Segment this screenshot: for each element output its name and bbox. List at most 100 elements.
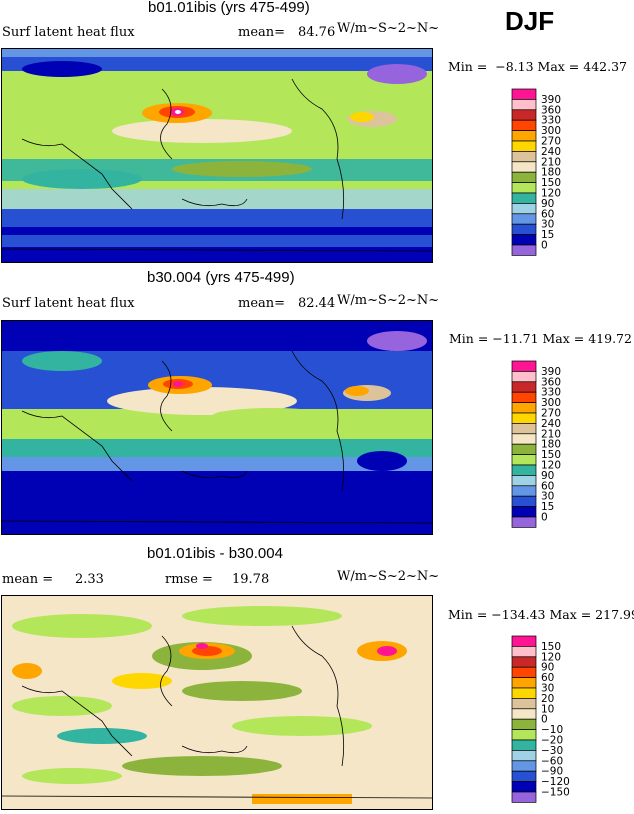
panel-3-rmse-label: rmse =: [165, 572, 213, 587]
panel-2-title: b30.004 (yrs 475-499): [147, 269, 295, 286]
colorbar-tick-label: 240: [541, 418, 561, 430]
colorbar-tick-label: 390: [541, 94, 561, 106]
panel-2-mean-value: 82.44: [298, 296, 336, 311]
colorbar-swatch: [511, 516, 537, 528]
colorbar-swatch: [511, 454, 537, 466]
colorbar-tick-label: 150: [541, 449, 561, 461]
panel-3-title: b01.01ibis - b30.004: [147, 545, 283, 562]
colorbar-swatch: [511, 750, 537, 762]
panel-3-map: [1, 595, 433, 810]
colorbar-swatch: [511, 433, 537, 445]
panel-3-minmax: Min = −134.43 Max = 217.99: [448, 607, 634, 622]
colorbar-tick-label: 90: [541, 198, 554, 210]
colorbar-tick-label: 300: [541, 397, 561, 409]
panel-2-map: [1, 320, 433, 535]
panel-2-minmax: Min = −11.71 Max = 419.72: [449, 331, 632, 346]
colorbar-swatch: [511, 687, 537, 699]
colorbar-tick-label: 0: [541, 512, 548, 524]
panel-1-mean-value: 84.76: [298, 25, 336, 40]
colorbar-swatch: [511, 391, 537, 403]
panel-3-map-svg: [2, 596, 432, 809]
colorbar-swatch: [511, 371, 537, 383]
colorbar-swatch: [511, 464, 537, 476]
colorbar-swatch: [511, 223, 537, 235]
colorbar-tick-label: 60: [541, 208, 554, 220]
colorbar-tick-label: 0: [541, 714, 548, 726]
colorbar-swatch: [511, 140, 537, 152]
colorbar-swatch: [511, 718, 537, 730]
colorbar-swatch: [511, 99, 537, 111]
colorbar-tick-label: 270: [541, 136, 561, 148]
panel-1-variable-label: Surf latent heat flux: [2, 25, 135, 40]
colorbar-swatch: [511, 443, 537, 455]
colorbar-tick-label: 0: [541, 240, 548, 252]
colorbar-swatch: [511, 739, 537, 751]
colorbar-swatch: [511, 770, 537, 782]
colorbar-tick-label: 210: [541, 156, 561, 168]
colorbar-swatch: [511, 646, 537, 658]
colorbar-swatch: [511, 412, 537, 424]
colorbar-tick-label: 60: [541, 480, 554, 492]
colorbar-tick-label: 15: [541, 501, 554, 513]
colorbar-tick-label: 30: [541, 683, 554, 695]
colorbar-swatch: [511, 708, 537, 720]
colorbar-swatch: [511, 192, 537, 204]
panel-2-colorbar: 390 360 330 300 270 240 210 180 150 120 90 60 30 15 0: [510, 360, 610, 539]
colorbar-tick-label: 120: [541, 460, 561, 472]
colorbar-tick-label: 30: [541, 219, 554, 231]
colorbar-tick-label: 15: [541, 229, 554, 241]
colorbar-tick-label: 150: [541, 177, 561, 189]
panel-1-mean-label: mean=: [238, 25, 286, 40]
panel-1-map: [1, 48, 433, 263]
panel-2-mean-label: mean=: [238, 296, 286, 311]
colorbar-tick-label: −90: [541, 766, 563, 778]
colorbar-tick-label: 300: [541, 125, 561, 137]
colorbar-tick-label: 30: [541, 491, 554, 503]
colorbar-swatch: [511, 171, 537, 183]
colorbar-tick-label: 120: [541, 188, 561, 200]
colorbar-swatch: [511, 677, 537, 689]
season-label: DJF: [505, 6, 555, 36]
colorbar-tick-label: 10: [541, 703, 554, 715]
colorbar-tick-label: 180: [541, 167, 561, 179]
colorbar-swatch: [511, 161, 537, 173]
colorbar-swatch: [511, 234, 537, 246]
colorbar-tick-label: 390: [541, 366, 561, 378]
colorbar-swatch: [511, 729, 537, 741]
colorbar-tick-label: 180: [541, 439, 561, 451]
colorbar-tick-label: 240: [541, 146, 561, 158]
colorbar-swatch: [511, 791, 537, 803]
colorbar-tick-label: 360: [541, 376, 561, 388]
colorbar-tick-label: 90: [541, 662, 554, 674]
colorbar-tick-label: 330: [541, 115, 561, 127]
colorbar-tick-label: −30: [541, 745, 563, 757]
colorbar-swatch: [511, 485, 537, 497]
panel-1-title: b01.01ibis (yrs 475-499): [148, 0, 310, 16]
colorbar-swatch: [511, 635, 537, 647]
panel-1-minmax: Min = −8.13 Max = 442.37: [448, 59, 627, 74]
colorbar-tick-label: −20: [541, 735, 563, 747]
panel-2-units: W/m~S~2~N~: [337, 293, 440, 308]
colorbar-swatch: [511, 666, 537, 678]
panel-3-mean-value: 2.33: [75, 572, 104, 587]
colorbar-swatch: [511, 213, 537, 225]
colorbar-swatch: [511, 203, 537, 215]
colorbar-swatch: [511, 423, 537, 435]
colorbar-swatch: [511, 360, 537, 372]
colorbar-tick-label: −150: [541, 787, 570, 799]
colorbar-tick-label: 20: [541, 693, 554, 705]
colorbar-swatch: [511, 130, 537, 142]
colorbar-swatch: [511, 119, 537, 131]
colorbar-swatch: [511, 760, 537, 772]
colorbar-tick-label: 90: [541, 470, 554, 482]
colorbar-swatch: [511, 182, 537, 194]
colorbar-swatch: [511, 656, 537, 668]
colorbar-swatch: [511, 402, 537, 414]
colorbar-tick-label: 150: [541, 641, 561, 653]
panel-3-colorbar: 150 120 90 60 30 20 10 0 −10 −20 −30 −60 −90 −120 −150: [510, 635, 610, 814]
colorbar-swatch: [511, 244, 537, 256]
colorbar-tick-label: −60: [541, 755, 563, 767]
